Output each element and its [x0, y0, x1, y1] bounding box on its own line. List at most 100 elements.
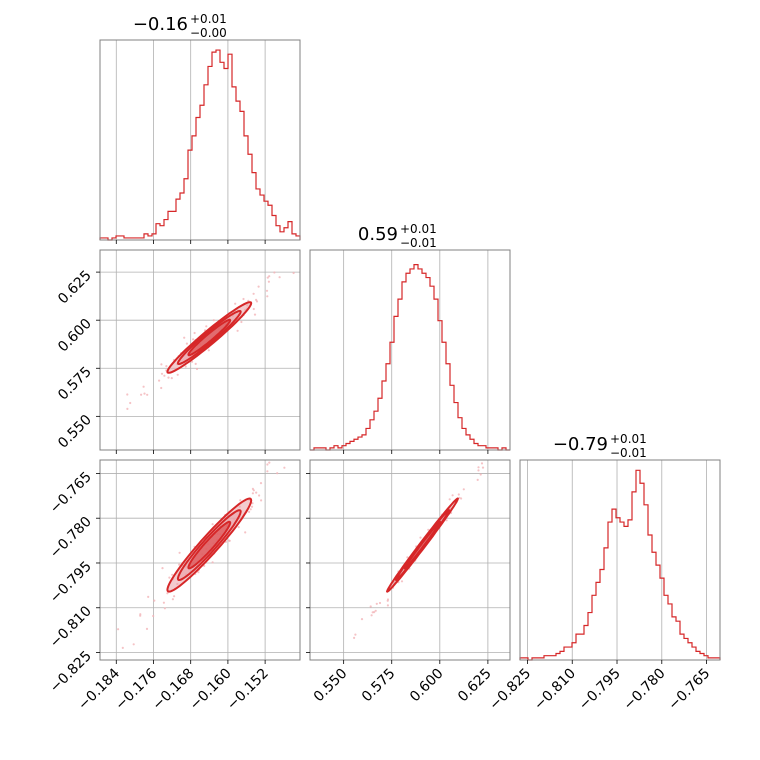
tick-label-x: 0.550 [311, 666, 351, 706]
scatter-point [126, 393, 129, 396]
scatter-point [266, 295, 269, 298]
scatter-point [183, 336, 186, 339]
scatter-point [378, 601, 382, 605]
title-median-0: −0.16 [133, 14, 188, 35]
hist-series-1 [310, 264, 510, 451]
scatter-point [406, 556, 409, 559]
scatter-point [165, 365, 168, 368]
tick-label-y: 0.575 [55, 364, 95, 404]
scatter-point [173, 595, 176, 598]
scatter-point [515, 423, 517, 425]
scatter-point [252, 292, 255, 295]
scatter-point [185, 342, 188, 345]
scatter-point [400, 580, 404, 583]
scatter-point [197, 571, 200, 574]
hist-panel-1: 0.59 +0.01−0.01 [309, 222, 511, 454]
tick-label-y: −0.765 [47, 469, 95, 517]
scatter-point [207, 349, 210, 352]
panel-0-1: 0.550 0.575 0.600 0.625 [55, 249, 301, 454]
scatter-point [160, 363, 163, 366]
tick-label-y: 0.625 [55, 268, 95, 308]
scatter-point [195, 367, 199, 371]
scatter-point [324, 670, 326, 672]
panel-0-2: −0.825−0.810−0.795−0.780−0.765 [47, 459, 301, 696]
title-minus-1: −0.01 [400, 236, 437, 250]
tick-label-x: −0.810 [531, 666, 579, 714]
panel-content [117, 461, 286, 650]
scatter-point [160, 386, 163, 390]
scatter-point [369, 605, 372, 608]
scatter-point [126, 407, 129, 410]
hist-panel-2: −0.79 +0.01−0.01 [519, 432, 721, 664]
scatter-point [448, 498, 451, 501]
panel-content [324, 423, 517, 672]
scatter-point [244, 531, 247, 534]
hist-series-2 [519, 469, 721, 661]
scatter-point [251, 492, 254, 495]
scatter-point [251, 502, 254, 505]
scatter-point [375, 602, 378, 605]
scatter-point [212, 319, 215, 322]
scatter-point [170, 377, 173, 380]
scatter-point [513, 433, 515, 435]
title-plus-0: +0.01 [190, 12, 227, 26]
scatter-point [476, 478, 479, 481]
title-plus-1: +0.01 [400, 222, 437, 236]
scatter-point [278, 276, 281, 279]
scatter-point [255, 491, 258, 494]
scatter-point [253, 313, 257, 316]
axes-frame [309, 459, 511, 661]
scatter-point [168, 576, 171, 579]
scatter-point [255, 300, 259, 303]
scatter-point [266, 463, 269, 466]
scatter-point [427, 528, 430, 531]
panel-content [126, 271, 295, 410]
scatter-point [374, 609, 377, 612]
axes-frame [99, 249, 301, 451]
contour-inner [403, 520, 442, 570]
scatter-point [386, 599, 389, 602]
scatter-point [158, 379, 161, 382]
scatter-point [146, 393, 149, 396]
scatter-point [462, 488, 465, 491]
scatter-point [163, 607, 166, 610]
scatter-point [457, 493, 460, 496]
scatter-point [211, 561, 214, 564]
tick-label-x: −0.152 [224, 666, 272, 714]
scatter-point [234, 302, 237, 305]
scatter-point [193, 331, 196, 335]
scatter-point [265, 289, 269, 292]
scatter-point [451, 494, 454, 497]
scatter-point [460, 497, 463, 500]
scatter-point [480, 462, 484, 465]
scatter-point [268, 461, 271, 464]
panel-1-2 [306, 423, 517, 672]
scatter-point [121, 646, 124, 650]
tick-label-y: −0.795 [47, 558, 95, 606]
scatter-point [248, 510, 251, 513]
scatter-point [167, 376, 170, 379]
scatter-point [166, 592, 169, 595]
scatter-point [260, 499, 263, 502]
tick-label-x: −0.780 [621, 666, 669, 714]
scatter-point [147, 595, 150, 599]
scatter-point [129, 401, 132, 405]
scatter-point [228, 539, 231, 542]
scatter-point [370, 614, 373, 617]
tick-label-y: 0.550 [55, 412, 95, 452]
scatter-point [266, 470, 269, 473]
scatter-point [371, 611, 374, 614]
scatter-point [145, 627, 149, 631]
title-plus-2: +0.01 [610, 432, 647, 446]
title-minus-0: −0.00 [190, 26, 227, 40]
tick-label-x: −0.795 [576, 666, 624, 714]
scatter-point [171, 573, 174, 576]
scatter-point [259, 482, 263, 485]
scatter-point [283, 466, 286, 469]
scatter-point [445, 519, 448, 522]
hist-panel-0: −0.16 +0.01−0.00 [99, 12, 301, 244]
scatter-point [205, 325, 208, 328]
tick-label-x: −0.825 [486, 666, 534, 714]
scatter-point [237, 526, 240, 529]
hist-series-0 [99, 49, 301, 241]
